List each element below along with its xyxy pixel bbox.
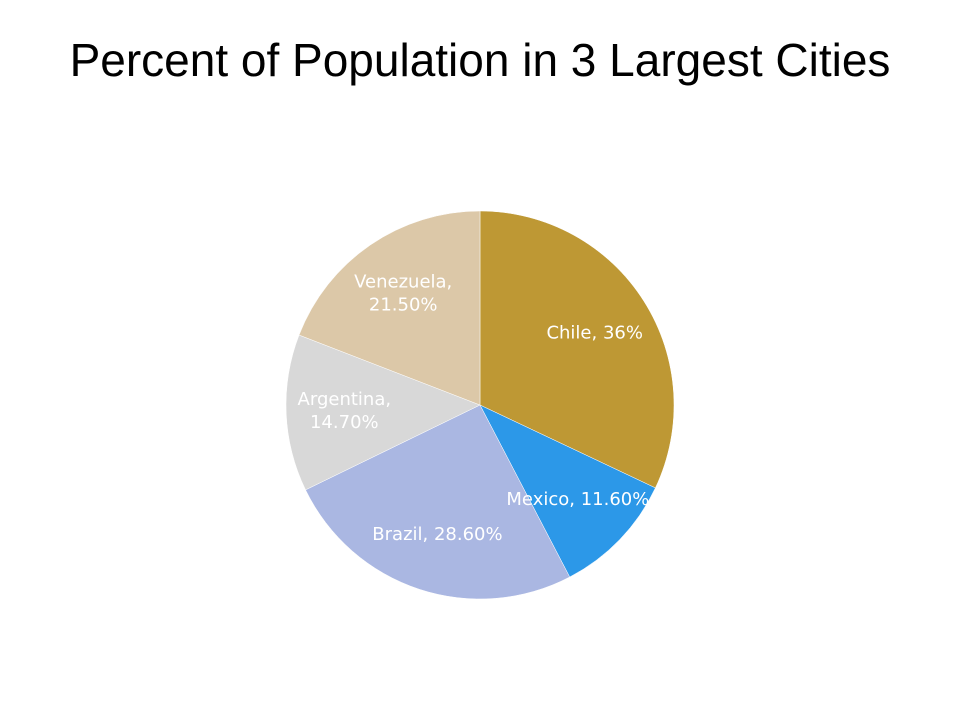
pie-slice-brazil bbox=[305, 404, 571, 600]
pie-slice-mexico bbox=[479, 404, 656, 578]
chart-title: Percent of Population in 3 Largest Citie… bbox=[69, 34, 891, 86]
pie-label-chile: Chile, 36% bbox=[546, 322, 643, 343]
pie-label-mexico: Mexico, 11.60% bbox=[506, 489, 649, 510]
pie-label-venezuela: Venezuela, 21.50% bbox=[354, 271, 452, 315]
pie-slice-argentina bbox=[285, 334, 481, 491]
pie-slice-venezuela bbox=[298, 210, 481, 406]
pie-slice-chile bbox=[479, 210, 675, 489]
pie-label-argentina: Argentina, 14.70% bbox=[298, 389, 392, 433]
pie-label-brazil: Brazil, 28.60% bbox=[372, 524, 502, 545]
